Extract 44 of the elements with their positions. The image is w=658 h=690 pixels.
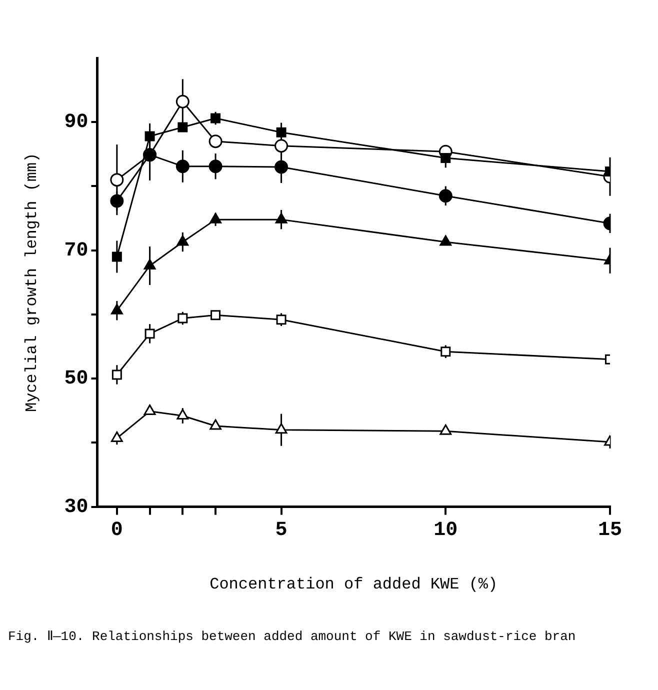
point — [112, 370, 122, 380]
y-axis-title: Mycelial growth length (mm) — [22, 152, 41, 412]
x-tick-label: 15 — [598, 518, 622, 542]
point — [176, 409, 189, 420]
point — [176, 94, 190, 108]
point — [438, 189, 452, 203]
point — [144, 328, 155, 339]
point — [110, 304, 123, 314]
point — [110, 194, 124, 208]
point — [440, 346, 451, 357]
point — [144, 404, 156, 416]
point — [276, 127, 286, 138]
text: Fig. Ⅱ—10. Relationships between added amount of KWE in sawdust-rice bran — [8, 628, 577, 644]
x-axis-title: Concentration of added KWE (%) — [210, 576, 498, 594]
point — [210, 310, 221, 320]
point — [110, 173, 124, 187]
point — [210, 113, 221, 124]
x-tick-label: 0 — [110, 518, 123, 542]
point — [144, 131, 155, 142]
point — [112, 252, 122, 262]
point — [440, 153, 451, 164]
point — [110, 431, 123, 442]
point — [275, 423, 288, 434]
point — [210, 419, 222, 430]
point — [144, 258, 156, 270]
point — [208, 160, 222, 174]
point — [176, 235, 189, 246]
point — [440, 235, 452, 246]
point — [274, 160, 288, 174]
y-tick-label: 50 — [64, 368, 88, 391]
y-tick-label: 70 — [64, 239, 88, 262]
x-tick-label: 5 — [275, 518, 288, 542]
point — [178, 122, 188, 132]
point — [210, 212, 222, 224]
y-tick-label: 30 — [64, 496, 88, 519]
point — [208, 134, 222, 148]
point — [440, 424, 452, 435]
point — [274, 139, 288, 153]
point — [176, 160, 190, 174]
point — [276, 314, 286, 325]
point — [275, 212, 288, 224]
point — [178, 313, 188, 324]
x-tick-label: 10 — [434, 518, 458, 542]
y-tick-label: 90 — [64, 111, 88, 134]
